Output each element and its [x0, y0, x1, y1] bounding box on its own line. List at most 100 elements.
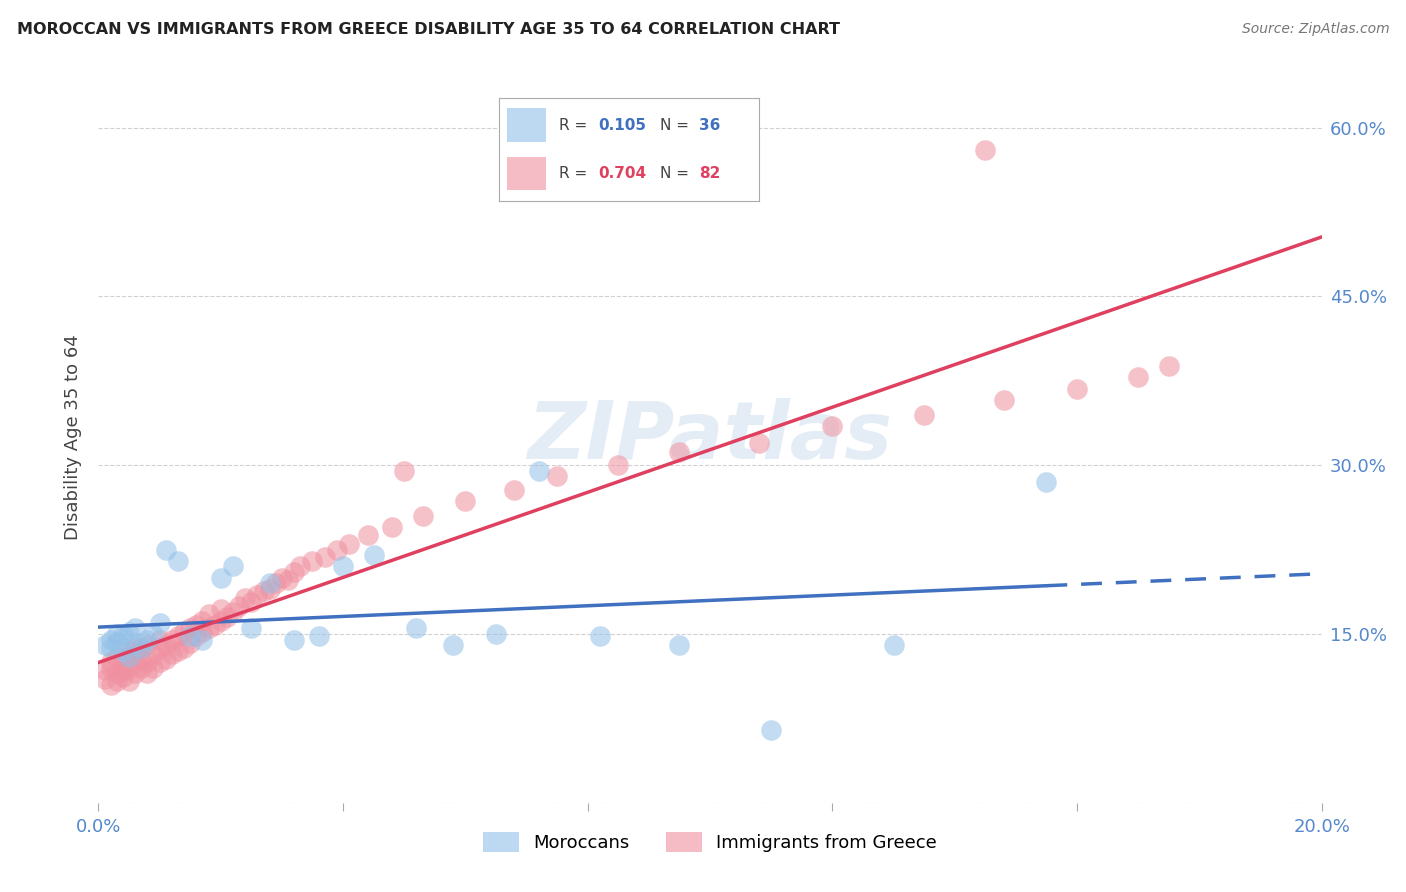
Point: [759, 723, 782, 737]
Point: [215, 610, 238, 624]
Point: [209, 602, 232, 616]
Point: [1157, 359, 1180, 374]
Point: [546, 469, 568, 483]
Point: [142, 627, 165, 641]
Point: [124, 666, 146, 681]
Point: [301, 554, 323, 568]
Point: [264, 576, 287, 591]
Text: ZIPatlas: ZIPatlas: [527, 398, 893, 476]
Text: N =: N =: [661, 166, 695, 180]
Point: [93, 663, 115, 677]
Point: [356, 528, 378, 542]
Point: [136, 666, 159, 681]
Point: [160, 647, 183, 661]
Point: [270, 571, 292, 585]
Point: [222, 559, 245, 574]
Point: [283, 565, 305, 579]
Point: [149, 655, 172, 669]
Bar: [508, 108, 546, 142]
Point: [142, 661, 165, 675]
Point: [392, 464, 416, 478]
Point: [1035, 475, 1057, 489]
Point: [259, 576, 281, 591]
Point: [485, 627, 508, 641]
Point: [179, 629, 201, 643]
Point: [240, 621, 263, 635]
Point: [246, 588, 269, 602]
Point: [118, 674, 141, 689]
Point: [441, 638, 464, 652]
Point: [173, 624, 195, 639]
Point: [111, 670, 134, 684]
Point: [93, 672, 115, 686]
Point: [129, 661, 152, 675]
Point: [405, 621, 427, 635]
Text: R =: R =: [560, 166, 592, 180]
Point: [129, 652, 152, 666]
Point: [100, 678, 122, 692]
Point: [118, 661, 141, 675]
Text: MOROCCAN VS IMMIGRANTS FROM GREECE DISABILITY AGE 35 TO 64 CORRELATION CHART: MOROCCAN VS IMMIGRANTS FROM GREECE DISAB…: [17, 22, 839, 37]
Point: [111, 629, 134, 643]
Point: [105, 666, 128, 681]
Point: [105, 674, 128, 689]
Point: [209, 614, 232, 628]
Point: [173, 640, 195, 655]
Point: [912, 408, 935, 422]
Point: [129, 640, 152, 655]
Point: [308, 629, 330, 643]
Point: [337, 537, 360, 551]
Point: [186, 618, 208, 632]
Point: [668, 444, 690, 458]
Bar: [508, 157, 546, 190]
Point: [974, 143, 997, 157]
Point: [412, 508, 434, 523]
Point: [326, 542, 349, 557]
Point: [124, 636, 146, 650]
Point: [149, 640, 172, 655]
Point: [124, 640, 146, 655]
Point: [155, 638, 177, 652]
Point: [111, 663, 134, 677]
Point: [283, 632, 305, 647]
Point: [100, 632, 122, 647]
Point: [136, 655, 159, 669]
Point: [209, 571, 232, 585]
Point: [1066, 382, 1088, 396]
Text: R =: R =: [560, 119, 592, 133]
Point: [129, 640, 152, 655]
Point: [100, 661, 122, 675]
Text: 82: 82: [699, 166, 721, 180]
Point: [883, 638, 905, 652]
Point: [179, 636, 201, 650]
Y-axis label: Disability Age 35 to 64: Disability Age 35 to 64: [65, 334, 83, 540]
Point: [167, 644, 190, 658]
Point: [191, 614, 214, 628]
Legend: Moroccans, Immigrants from Greece: Moroccans, Immigrants from Greece: [475, 824, 945, 860]
Point: [191, 632, 214, 647]
Point: [197, 621, 219, 635]
Point: [136, 638, 159, 652]
Point: [589, 629, 612, 643]
Point: [111, 644, 134, 658]
Text: 0.105: 0.105: [598, 119, 645, 133]
Point: [105, 635, 128, 649]
Point: [290, 559, 312, 574]
Point: [186, 629, 208, 643]
Point: [228, 599, 250, 613]
Point: [155, 542, 177, 557]
Point: [204, 618, 226, 632]
Point: [93, 638, 115, 652]
Point: [259, 582, 281, 596]
Point: [197, 607, 219, 621]
Text: 36: 36: [699, 119, 721, 133]
Point: [111, 655, 134, 669]
Point: [233, 591, 256, 605]
Text: Source: ZipAtlas.com: Source: ZipAtlas.com: [1241, 22, 1389, 37]
Point: [167, 629, 190, 643]
Point: [179, 621, 201, 635]
Point: [222, 605, 245, 619]
Point: [167, 554, 190, 568]
Point: [821, 418, 844, 433]
Point: [277, 573, 299, 587]
